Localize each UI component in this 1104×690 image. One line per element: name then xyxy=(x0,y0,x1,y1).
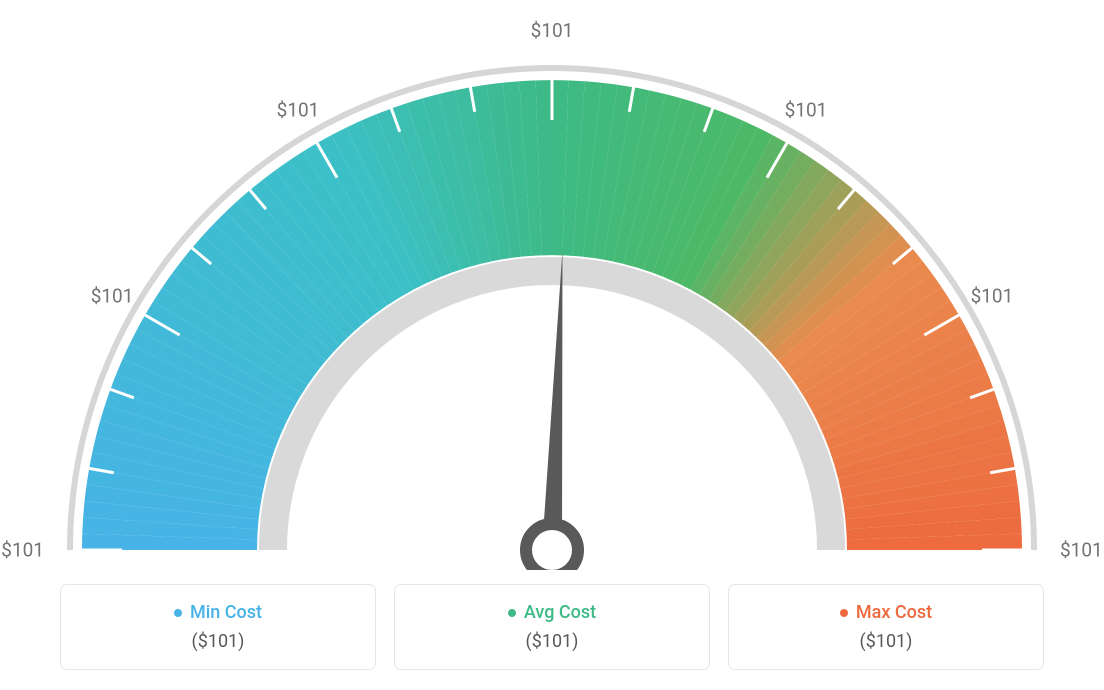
gauge-svg xyxy=(32,10,1072,570)
legend-label-min: Min Cost xyxy=(190,602,262,623)
legend-card-max: Max Cost ($101) xyxy=(728,584,1044,670)
gauge-tick-label: $101 xyxy=(1,539,44,562)
legend-title-max: Max Cost xyxy=(840,602,932,623)
legend-title-avg: Avg Cost xyxy=(508,602,596,623)
gauge-tick-label: $101 xyxy=(91,285,134,308)
legend-value-min: ($101) xyxy=(192,631,245,652)
legend-card-avg: Avg Cost ($101) xyxy=(394,584,710,670)
legend-row: Min Cost ($101) Avg Cost ($101) Max Cost… xyxy=(60,584,1044,670)
legend-dot-min xyxy=(174,609,182,617)
cost-gauge-chart: $101$101$101$101$101$101$101 xyxy=(32,10,1072,570)
legend-label-avg: Avg Cost xyxy=(524,602,596,623)
legend-value-avg: ($101) xyxy=(526,631,579,652)
gauge-tick-label: $101 xyxy=(1060,539,1103,562)
gauge-tick-label: $101 xyxy=(277,99,320,122)
gauge-tick-label: $101 xyxy=(531,19,574,42)
gauge-tick-label: $101 xyxy=(785,99,828,122)
legend-dot-avg xyxy=(508,609,516,617)
legend-value-max: ($101) xyxy=(860,631,913,652)
legend-dot-max xyxy=(840,609,848,617)
legend-label-max: Max Cost xyxy=(856,602,932,623)
legend-card-min: Min Cost ($101) xyxy=(60,584,376,670)
legend-title-min: Min Cost xyxy=(174,602,262,623)
gauge-tick-label: $101 xyxy=(971,285,1014,308)
